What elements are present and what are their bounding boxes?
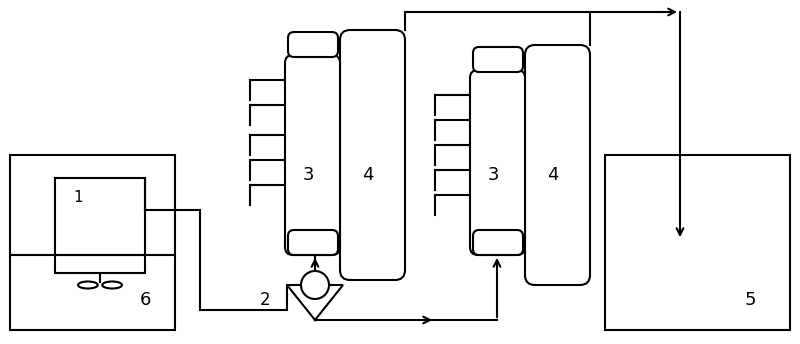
Text: 1: 1	[73, 191, 83, 205]
FancyBboxPatch shape	[525, 45, 590, 285]
Text: 5: 5	[744, 291, 756, 309]
Text: 3: 3	[302, 166, 314, 184]
Ellipse shape	[102, 281, 122, 289]
FancyBboxPatch shape	[288, 32, 338, 57]
FancyBboxPatch shape	[473, 230, 523, 255]
Text: 2: 2	[260, 291, 270, 309]
FancyBboxPatch shape	[288, 230, 338, 255]
FancyBboxPatch shape	[285, 55, 340, 255]
FancyBboxPatch shape	[340, 30, 405, 280]
Text: 4: 4	[547, 166, 558, 184]
Ellipse shape	[78, 281, 98, 289]
Bar	[605, 155, 790, 330]
Bar	[55, 178, 145, 273]
Bar	[10, 155, 175, 330]
Text: 6: 6	[139, 291, 150, 309]
FancyBboxPatch shape	[473, 47, 523, 72]
FancyBboxPatch shape	[470, 70, 525, 255]
Circle shape	[301, 271, 329, 299]
Polygon shape	[287, 285, 343, 320]
Text: 3: 3	[487, 166, 498, 184]
Text: 4: 4	[362, 166, 374, 184]
